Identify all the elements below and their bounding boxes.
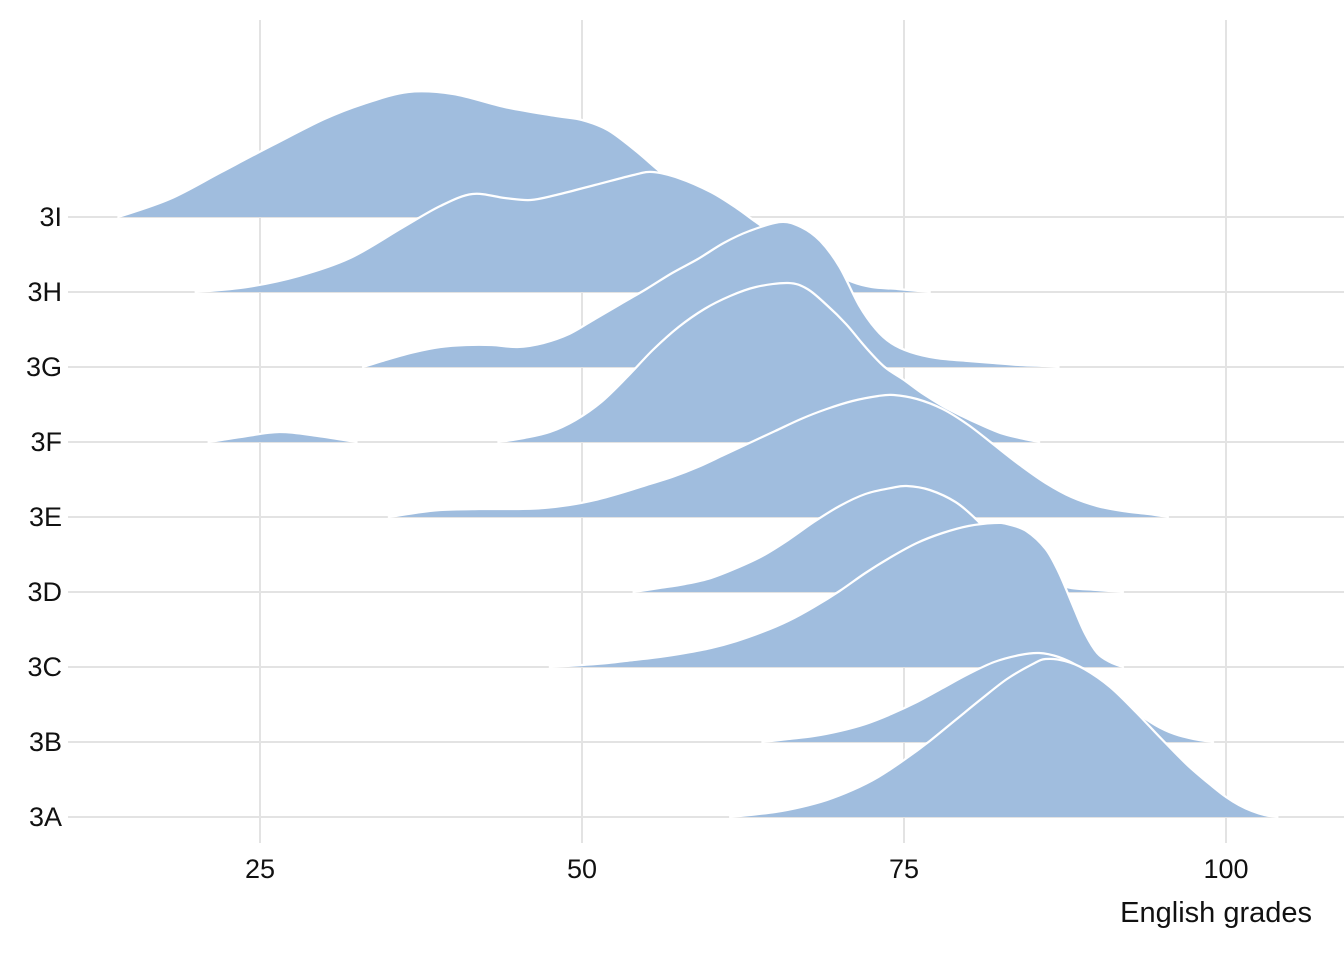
y-axis-label-3D: 3D xyxy=(27,577,62,607)
ridge-outline-3B xyxy=(761,651,1215,744)
ridge-fill-3A xyxy=(730,658,1278,817)
axis-labels: 3I 3H 3G 3F 3E 3D 3C 3B 3A 25 50 75 100 xyxy=(26,202,1249,884)
ridge-fill-3F xyxy=(208,431,357,442)
x-tick-label-50: 50 xyxy=(567,854,597,884)
y-axis-label-3G: 3G xyxy=(26,352,62,382)
ridge-outline-3G xyxy=(361,220,1060,369)
ridge-outline-3F xyxy=(207,430,358,444)
ridge-fill-3C xyxy=(549,522,1123,667)
x-axis-title: English grades xyxy=(1120,897,1312,929)
ridge-3A xyxy=(728,657,1279,819)
y-axis-label-3A: 3A xyxy=(29,802,62,832)
y-axis-label-3F: 3F xyxy=(30,427,62,457)
ridge-outline-3A xyxy=(728,657,1279,819)
ridge-3G xyxy=(361,220,1060,369)
ridge-outline-3C xyxy=(548,521,1125,669)
x-tick-label-100: 100 xyxy=(1203,854,1248,884)
x-tick-label-25: 25 xyxy=(245,854,275,884)
y-axis-label-3C: 3C xyxy=(27,652,62,682)
ridge-outline-3F xyxy=(497,281,1041,444)
y-axis-label-3I: 3I xyxy=(39,202,62,232)
ridges xyxy=(117,90,1279,819)
x-tick-label-75: 75 xyxy=(889,854,919,884)
y-axis-label-3E: 3E xyxy=(29,502,62,532)
ridge-3E xyxy=(387,393,1170,519)
ridge-fill-3G xyxy=(363,221,1059,367)
ridge-outline-3E xyxy=(387,393,1170,519)
y-axis-label-3B: 3B xyxy=(29,727,62,757)
y-axis-label-3H: 3H xyxy=(27,277,62,307)
ridge-3C xyxy=(548,521,1125,669)
ridge-fill-3I xyxy=(118,91,737,217)
ridge-fill-3E xyxy=(388,394,1168,517)
